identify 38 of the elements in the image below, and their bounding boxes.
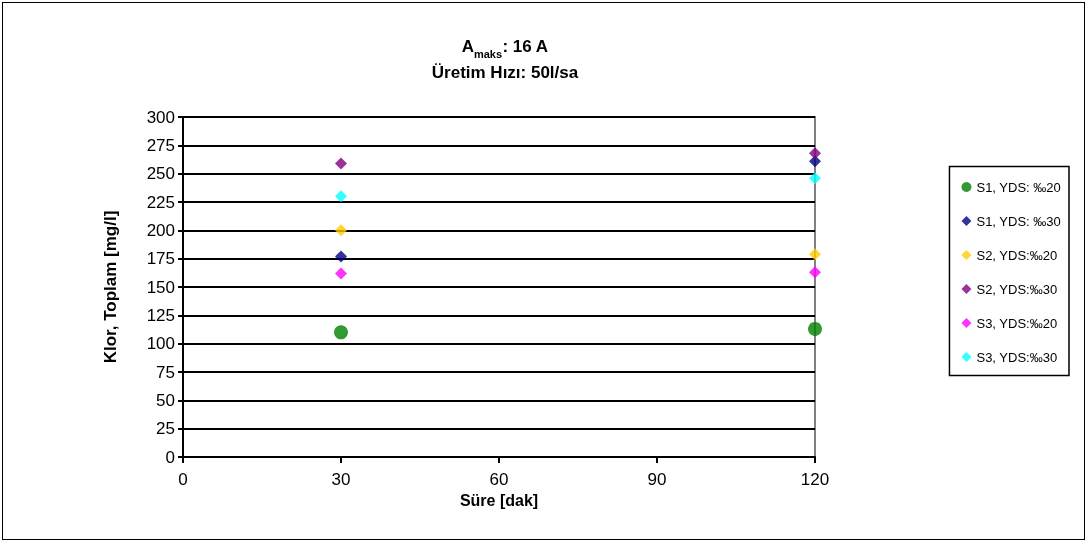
x-tick-label: 120 — [800, 470, 830, 489]
y-tick-label: 275 — [146, 135, 175, 155]
legend-label: S2, YDS:‰30 — [976, 281, 1058, 297]
y-tick-label: 25 — [156, 419, 175, 439]
y-axis-title: Klor, Toplam [mg/l] — [101, 210, 120, 364]
legend-label: S3, YDS:‰30 — [976, 349, 1058, 365]
x-tick-label: 0 — [178, 470, 188, 489]
legend-label: S3, YDS:‰20 — [976, 315, 1058, 331]
point — [335, 190, 347, 203]
y-tick-label: 150 — [146, 277, 175, 297]
point — [809, 172, 821, 185]
y-tick-label: 0 — [165, 447, 175, 467]
legend-label: S1, YDS: ‰30 — [976, 213, 1061, 229]
point — [809, 266, 821, 279]
point — [335, 267, 347, 280]
point — [335, 250, 347, 263]
y-tick-label: 100 — [146, 334, 175, 354]
y-tick-label: 250 — [146, 164, 175, 184]
point — [808, 321, 822, 336]
y-tick-label: 125 — [146, 305, 175, 325]
x-tick-label: 90 — [647, 470, 667, 489]
legend-label: S2, YDS:‰20 — [976, 247, 1058, 263]
y-tick-label: 300 — [146, 107, 175, 127]
point — [809, 147, 821, 160]
chart-subtitle: Üretim Hızı: 50l/sa — [431, 62, 579, 82]
x-tick-label: 60 — [489, 470, 509, 489]
y-tick-label: 200 — [146, 220, 175, 240]
point — [809, 248, 821, 261]
legend-label: S1, YDS: ‰20 — [976, 179, 1061, 195]
x-tick-label: 30 — [331, 470, 351, 489]
point — [335, 224, 347, 237]
point — [334, 325, 348, 340]
y-tick-label: 75 — [156, 362, 175, 382]
x-axis-title: Süre [dak] — [459, 492, 539, 510]
point — [335, 157, 347, 170]
y-tick-label: 175 — [146, 249, 175, 269]
y-tick-label: 50 — [156, 390, 175, 410]
y-tick-label: 225 — [146, 192, 175, 212]
